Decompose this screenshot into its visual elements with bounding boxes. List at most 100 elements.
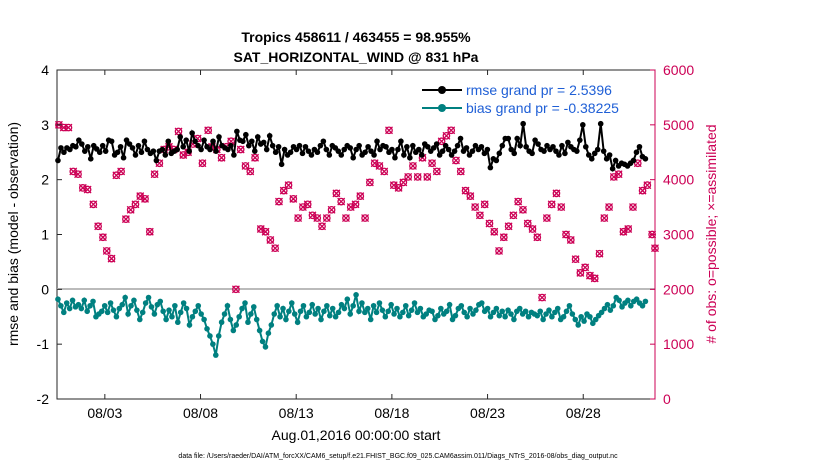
left-tick-label: 1 <box>41 227 49 243</box>
obs-count-point <box>261 227 270 236</box>
obs-count-point <box>74 170 83 179</box>
bias-point <box>69 297 76 304</box>
bias-point <box>271 311 278 317</box>
obs-count-point <box>145 227 154 236</box>
bias-point <box>382 313 389 320</box>
obs-count-point <box>533 233 542 242</box>
bias-point <box>280 305 286 312</box>
bias-point <box>642 298 649 305</box>
bias-point <box>63 300 70 306</box>
rmse-point <box>529 150 535 157</box>
obs-count-point <box>64 123 73 132</box>
bias-point <box>569 311 576 317</box>
bias-point <box>309 301 316 308</box>
rmse-point <box>609 165 616 172</box>
bias-series <box>55 292 649 358</box>
rmse-point <box>186 148 192 154</box>
bias-point <box>90 298 96 305</box>
bias-point <box>233 322 240 328</box>
bias-point <box>408 307 415 313</box>
bias-point <box>318 316 324 323</box>
bias-point <box>543 311 549 317</box>
rmse-point <box>368 148 374 154</box>
bias-point <box>461 309 468 316</box>
bias-point <box>122 294 128 301</box>
bias-point <box>195 302 202 309</box>
rmse-point <box>415 146 422 153</box>
bias-point <box>417 305 424 312</box>
bias-point <box>160 308 166 315</box>
obs-count-point <box>313 214 322 223</box>
obs-count-point <box>150 170 159 179</box>
right-tick-label: 5000 <box>663 117 694 133</box>
bias-point <box>274 302 280 309</box>
rmse-point <box>323 146 330 153</box>
right-tick-label: 1000 <box>663 336 694 352</box>
obs-count-point <box>337 197 346 206</box>
rmse-point <box>410 142 416 149</box>
bias-point <box>405 312 412 319</box>
bias-point <box>265 330 272 337</box>
rmse-point <box>585 152 592 158</box>
rmse-point <box>201 137 207 143</box>
data-file-footer: data file: /Users/raeder/DAI/ATM_forcXX/… <box>178 453 618 460</box>
rmse-point <box>335 148 342 154</box>
rmse-point <box>228 142 234 149</box>
rmse-point <box>544 142 550 149</box>
bias-point <box>540 316 546 323</box>
rmse-point <box>577 137 583 143</box>
rmse-point <box>123 137 130 143</box>
bias-point <box>505 307 511 313</box>
rmse-point <box>135 142 142 149</box>
rmse-point <box>451 148 458 154</box>
obs-count-point <box>456 167 465 176</box>
rmse-point <box>463 145 470 151</box>
bias-point <box>84 308 90 315</box>
bias-point <box>458 302 465 309</box>
bias-point <box>572 316 579 323</box>
bias-point <box>350 302 356 309</box>
bias-point <box>224 302 231 309</box>
rmse-point <box>189 130 195 136</box>
rmse-point <box>326 152 333 158</box>
rmse-point <box>514 135 521 142</box>
rmse-point <box>580 122 586 128</box>
bias-point <box>268 322 275 328</box>
obs-count-point <box>538 293 547 302</box>
rmse-point <box>183 137 189 143</box>
bias-point <box>227 316 234 323</box>
rmse-point <box>353 146 359 153</box>
bias-point <box>107 300 114 306</box>
bias-point <box>142 300 149 306</box>
rmse-point <box>371 152 377 158</box>
rmse-point <box>275 143 282 150</box>
rmse-point <box>58 145 64 151</box>
bias-point <box>335 309 342 316</box>
bias-point <box>359 300 365 306</box>
rmse-point <box>535 141 541 147</box>
rmse-point <box>511 150 518 157</box>
bias-point <box>136 316 143 323</box>
bias-point <box>554 305 561 312</box>
obs-count-point <box>375 161 384 170</box>
bias-point <box>303 313 310 320</box>
bias-point <box>633 296 640 303</box>
obs-count-point <box>394 183 403 192</box>
rmse-point <box>293 146 300 153</box>
obs-count-point <box>341 214 350 223</box>
obs-count-point <box>121 215 130 224</box>
rmse-point <box>213 148 219 154</box>
bias-point <box>549 313 555 320</box>
rmse-point <box>338 152 345 158</box>
x-axis: 08/03 08/08 08/13 08/18 08/23 08/28 <box>87 70 601 421</box>
bias-point <box>499 308 506 315</box>
rmse-point <box>377 146 383 153</box>
bias-point <box>262 344 269 350</box>
rmse-point <box>398 138 404 145</box>
bias-point <box>177 309 184 316</box>
rmse-point <box>630 157 637 164</box>
bias-point <box>429 308 435 315</box>
rmse-point <box>493 157 500 164</box>
rmse-point <box>108 138 115 145</box>
rmse-point <box>317 142 324 149</box>
